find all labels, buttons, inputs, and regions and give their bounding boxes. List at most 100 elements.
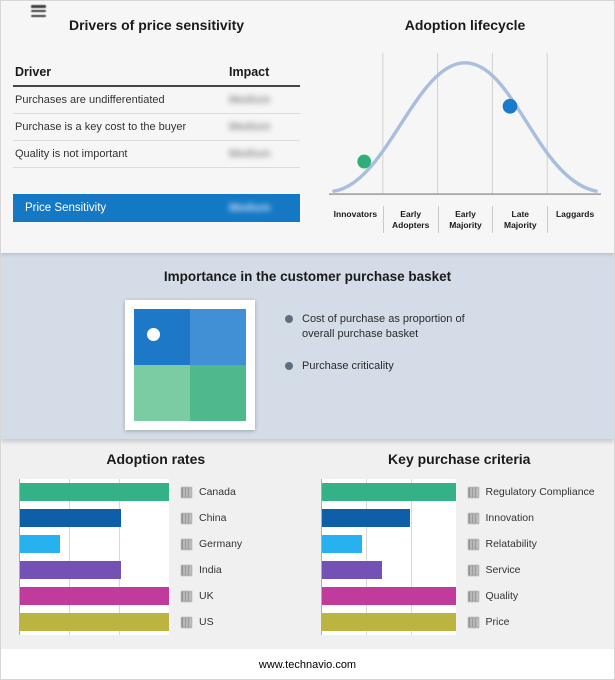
legend-swatch-icon bbox=[467, 486, 479, 498]
price-sensitivity-label: Price Sensitivity bbox=[25, 202, 107, 214]
drivers-title: Drivers of price sensitivity bbox=[68, 17, 245, 33]
bar-relatability bbox=[321, 535, 362, 553]
bar-row bbox=[20, 505, 169, 531]
legend-item: Service bbox=[467, 557, 603, 583]
legend-swatch-icon bbox=[181, 512, 192, 524]
matrix-quadrant-bottom-left bbox=[134, 365, 190, 421]
bar-china bbox=[20, 509, 122, 527]
stage-early-majority: Early Majority bbox=[437, 206, 493, 234]
key-purchase-criteria-chart: Key purchase criteria Regulatory Complia… bbox=[317, 451, 603, 635]
legend-label: Germany bbox=[199, 538, 243, 550]
chart-title: Key purchase criteria bbox=[388, 451, 531, 467]
legend-swatch-icon bbox=[467, 616, 479, 628]
list-item: Cost of purchase as proportion of overal… bbox=[285, 312, 490, 342]
drivers-table: Driver Impact Purchases are undifferenti… bbox=[13, 59, 300, 168]
legend-item: Canada bbox=[181, 479, 299, 505]
basket-bullet-list: Cost of purchase as proportion of overal… bbox=[285, 300, 490, 391]
table-row: Quality is not important Medium bbox=[13, 141, 300, 168]
legend-label: China bbox=[199, 512, 227, 524]
legend-label: Service bbox=[485, 564, 521, 576]
stage-laggards: Laggards bbox=[547, 206, 602, 234]
adoption-curve bbox=[328, 52, 602, 195]
legend-item: Innovation bbox=[467, 505, 603, 531]
legend-label: Innovation bbox=[485, 512, 534, 524]
bar-us bbox=[20, 613, 169, 631]
bar-row bbox=[20, 557, 169, 583]
legend-swatch-icon bbox=[181, 486, 192, 498]
driver-label: Purchases are undifferentiated bbox=[15, 94, 165, 106]
purchase-basket-matrix bbox=[125, 300, 255, 430]
column-driver: Driver bbox=[15, 65, 52, 79]
bar-india bbox=[20, 561, 122, 579]
bar-row bbox=[321, 609, 456, 635]
bar-service bbox=[321, 561, 382, 579]
bar-row bbox=[20, 531, 169, 557]
bar-row bbox=[20, 583, 169, 609]
footer-url: www.technavio.com bbox=[1, 649, 614, 679]
legend-item: Quality bbox=[467, 583, 603, 609]
purchase-basket-band: Importance in the customer purchase bask… bbox=[1, 253, 614, 439]
bullet-text: Purchase criticality bbox=[302, 359, 394, 372]
key-purchase-criteria-legend: Regulatory Compliance Innovation Relatabil… bbox=[456, 479, 603, 635]
logo-mark-icon bbox=[31, 5, 46, 17]
bullet-icon bbox=[285, 315, 293, 323]
legend-label: Canada bbox=[199, 486, 236, 498]
bar-innovation bbox=[321, 509, 410, 527]
bullet-icon bbox=[285, 361, 293, 370]
adoption-rates-chart: Adoption rates Canada China Germany India UK… bbox=[13, 451, 299, 635]
impact-value-redacted: Medium bbox=[229, 121, 271, 133]
bar-row bbox=[20, 479, 169, 505]
impact-value-redacted: Medium bbox=[229, 94, 271, 106]
legend-swatch-icon bbox=[181, 564, 192, 576]
legend-label: Quality bbox=[485, 590, 519, 602]
legend-item: Price bbox=[467, 609, 603, 635]
bar-quality bbox=[321, 587, 456, 605]
column-impact: Impact bbox=[229, 65, 270, 79]
stage-early-adopters: Early Adopters bbox=[382, 206, 438, 234]
lifecycle-panel: Adoption lifecycle Innovators Early Adop… bbox=[328, 9, 602, 253]
key-purchase-criteria-plot bbox=[320, 479, 456, 635]
drivers-table-header: Driver Impact bbox=[13, 59, 300, 87]
legend-label: US bbox=[199, 616, 214, 628]
impact-value-redacted: Medium bbox=[229, 148, 271, 160]
bottom-section: Adoption rates Canada China Germany India UK… bbox=[1, 439, 614, 649]
legend-item: Relatability bbox=[467, 531, 603, 557]
legend-label: Relatability bbox=[485, 538, 537, 550]
bar-regulatory-compliance bbox=[321, 483, 456, 501]
stage-late-majority: Late Majority bbox=[492, 206, 547, 234]
list-item: Purchase criticality bbox=[285, 359, 490, 374]
legend-label: India bbox=[199, 564, 222, 576]
bar-row bbox=[321, 531, 456, 557]
position-dot-icon bbox=[147, 328, 161, 342]
bar-germany bbox=[20, 535, 61, 553]
lifecycle-title: Adoption lifecycle bbox=[404, 17, 526, 33]
bar-price bbox=[321, 613, 456, 631]
legend-swatch-icon bbox=[181, 590, 192, 602]
impact-value-redacted: Medium bbox=[229, 202, 271, 214]
bar-row bbox=[321, 505, 456, 531]
bar-row bbox=[321, 479, 456, 505]
early-stage-marker-icon bbox=[357, 154, 372, 169]
drivers-panel: Drivers of price sensitivity Driver Impa… bbox=[13, 9, 300, 253]
basket-title: Importance in the customer purchase bask… bbox=[163, 269, 452, 284]
legend-swatch-icon bbox=[181, 538, 192, 550]
lifecycle-curve-area: Innovators Early Adopters Early Majority… bbox=[328, 47, 602, 234]
matrix-quadrant-bottom-right bbox=[190, 365, 246, 421]
matrix-quadrant-top-right bbox=[190, 309, 246, 365]
price-sensitivity-row: Price Sensitivity Medium bbox=[13, 194, 300, 222]
late-stage-marker-icon bbox=[502, 98, 518, 114]
bullet-text: Cost of purchase as proportion of overal… bbox=[302, 313, 465, 340]
bar-canada bbox=[20, 483, 169, 501]
top-section: Drivers of price sensitivity Driver Impa… bbox=[1, 1, 614, 253]
bar-row bbox=[20, 609, 169, 635]
bar-uk bbox=[20, 587, 169, 605]
legend-label: UK bbox=[199, 590, 214, 602]
bar-row bbox=[321, 583, 456, 609]
legend-swatch-icon bbox=[467, 538, 479, 550]
legend-swatch-icon bbox=[181, 616, 192, 628]
legend-swatch-icon bbox=[467, 564, 479, 576]
legend-label: Regulatory Compliance bbox=[485, 486, 595, 498]
bar-row bbox=[321, 557, 456, 583]
chart-title: Adoption rates bbox=[106, 451, 206, 467]
